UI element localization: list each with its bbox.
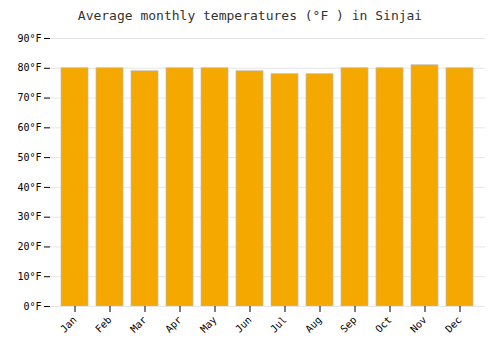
svg-text:60°F: 60°F	[17, 122, 41, 133]
svg-text:0°F: 0°F	[23, 301, 41, 312]
svg-text:70°F: 70°F	[17, 92, 41, 103]
svg-text:Aug: Aug	[303, 314, 324, 335]
svg-text:40°F: 40°F	[17, 182, 41, 193]
svg-text:Dec: Dec	[443, 314, 464, 335]
svg-text:Jul: Jul	[268, 314, 289, 335]
svg-text:90°F: 90°F	[17, 33, 41, 44]
svg-text:Mar: Mar	[128, 314, 149, 335]
svg-text:May: May	[198, 314, 219, 335]
svg-text:50°F: 50°F	[17, 152, 41, 163]
svg-text:Apr: Apr	[163, 314, 184, 335]
svg-text:Sep: Sep	[338, 314, 359, 335]
svg-text:Jan: Jan	[58, 314, 79, 335]
html-text:Average monthly temperatures (: Average monthly temperatures (°F ) in Si…	[77, 8, 423, 23]
svg-text:Feb: Feb	[93, 314, 114, 335]
svg-text:20°F: 20°F	[17, 241, 41, 252]
svg-text:Oct: Oct	[373, 314, 394, 335]
svg-text:80°F: 80°F	[17, 62, 41, 73]
svg-text:Nov: Nov	[408, 314, 429, 335]
svg-text:Jun: Jun	[233, 314, 254, 335]
svg-text:30°F: 30°F	[17, 211, 41, 222]
svg-text:10°F: 10°F	[17, 271, 41, 282]
